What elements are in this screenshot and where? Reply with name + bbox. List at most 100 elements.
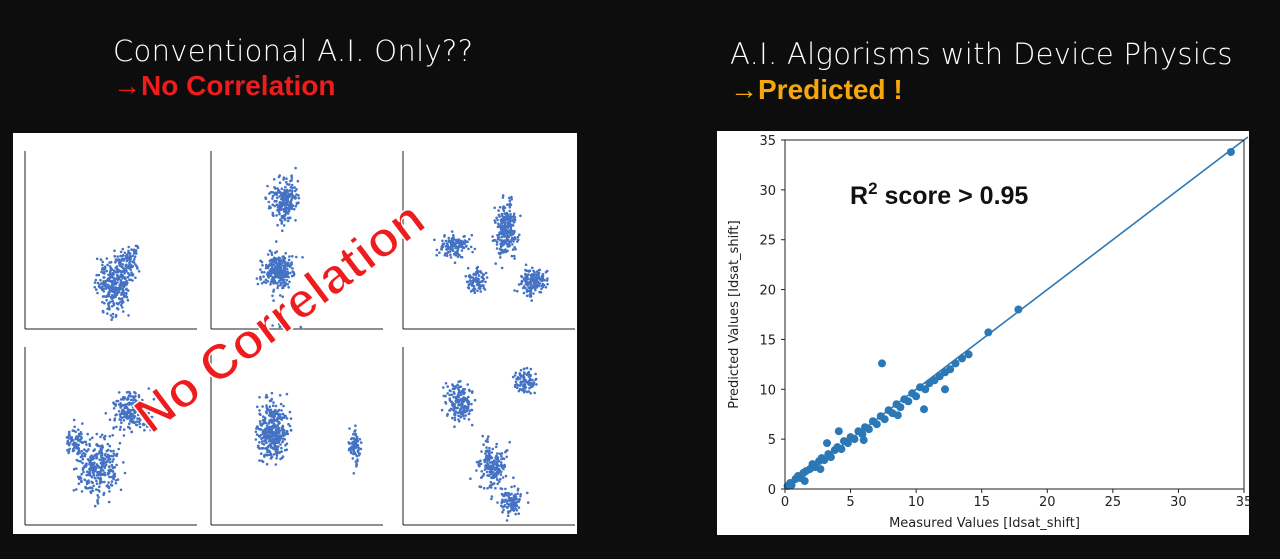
data-point bbox=[127, 314, 130, 317]
data-point bbox=[112, 407, 116, 410]
data-point bbox=[460, 255, 464, 259]
data-point bbox=[102, 491, 106, 495]
data-point bbox=[352, 432, 355, 436]
data-point bbox=[476, 289, 479, 293]
data-point bbox=[118, 428, 122, 431]
data-point bbox=[354, 432, 358, 436]
data-point bbox=[270, 261, 274, 265]
data-point bbox=[91, 471, 95, 474]
data-point bbox=[132, 401, 135, 405]
data-point bbox=[109, 271, 112, 275]
data-point bbox=[468, 282, 472, 286]
data-point bbox=[515, 503, 518, 507]
data-point bbox=[111, 434, 114, 437]
data-point bbox=[283, 284, 287, 287]
data-point bbox=[96, 464, 99, 467]
data-point bbox=[278, 268, 282, 271]
data-point bbox=[125, 259, 129, 263]
data-point bbox=[72, 418, 76, 422]
data-point bbox=[120, 265, 124, 269]
data-point bbox=[493, 206, 497, 210]
data-point bbox=[510, 506, 513, 509]
data-point bbox=[262, 280, 266, 284]
data-point bbox=[112, 288, 116, 292]
data-point bbox=[273, 279, 277, 283]
data-point bbox=[487, 451, 491, 454]
data-point bbox=[103, 302, 106, 305]
data-point bbox=[481, 434, 485, 438]
data-point bbox=[359, 441, 363, 444]
data-point bbox=[108, 435, 112, 438]
data-point bbox=[112, 458, 115, 461]
data-point bbox=[482, 486, 486, 490]
data-point bbox=[459, 385, 463, 389]
data-point bbox=[508, 205, 512, 209]
data-point bbox=[280, 193, 283, 197]
data-point bbox=[121, 287, 124, 291]
data-point bbox=[127, 390, 131, 394]
data-point bbox=[271, 404, 275, 408]
data-point bbox=[464, 274, 468, 278]
data-point bbox=[921, 385, 930, 394]
data-point bbox=[128, 252, 132, 255]
data-point bbox=[500, 501, 504, 505]
data-point bbox=[127, 245, 130, 249]
data-point bbox=[288, 201, 292, 204]
data-point bbox=[266, 275, 270, 278]
data-point bbox=[524, 380, 527, 383]
data-point bbox=[99, 471, 102, 475]
data-point bbox=[99, 278, 102, 282]
data-point bbox=[115, 425, 118, 429]
data-point bbox=[502, 508, 505, 512]
data-point bbox=[122, 310, 125, 313]
data-point bbox=[447, 236, 451, 240]
data-point bbox=[281, 431, 285, 435]
data-point bbox=[475, 276, 478, 279]
data-point bbox=[301, 256, 304, 259]
data-point bbox=[106, 263, 109, 267]
data-point bbox=[133, 411, 136, 415]
data-point bbox=[288, 189, 292, 192]
data-point bbox=[126, 402, 130, 406]
data-point bbox=[135, 405, 139, 408]
data-point bbox=[286, 207, 289, 210]
data-point bbox=[274, 463, 278, 466]
data-point bbox=[114, 479, 118, 482]
data-point bbox=[351, 442, 355, 446]
data-point bbox=[508, 199, 512, 202]
data-point bbox=[282, 284, 285, 287]
data-point bbox=[278, 212, 281, 216]
data-point bbox=[108, 457, 112, 461]
data-point bbox=[499, 477, 502, 481]
right-heading: A.I. Algorisms with Device Physics bbox=[730, 37, 1233, 71]
data-point bbox=[489, 456, 493, 460]
data-point bbox=[126, 425, 130, 429]
data-point bbox=[119, 303, 123, 307]
data-point bbox=[505, 235, 509, 238]
data-point bbox=[273, 204, 277, 208]
data-point bbox=[497, 209, 500, 212]
data-point bbox=[282, 198, 286, 202]
data-point bbox=[493, 474, 496, 478]
data-point bbox=[506, 231, 510, 235]
data-point bbox=[93, 281, 97, 284]
data-point bbox=[532, 292, 535, 295]
data-point bbox=[95, 273, 98, 277]
data-point bbox=[285, 267, 289, 271]
data-point bbox=[125, 279, 128, 283]
data-point bbox=[498, 480, 501, 484]
data-point bbox=[260, 440, 264, 443]
data-point bbox=[354, 438, 358, 442]
data-point bbox=[80, 449, 83, 453]
data-point bbox=[513, 218, 517, 222]
data-point bbox=[280, 409, 283, 412]
data-point bbox=[515, 500, 519, 504]
data-point bbox=[285, 190, 289, 193]
data-point bbox=[98, 482, 102, 485]
data-point bbox=[265, 404, 268, 407]
data-point bbox=[454, 406, 457, 410]
data-point bbox=[504, 491, 507, 495]
data-point bbox=[269, 280, 273, 284]
data-point bbox=[495, 461, 499, 465]
data-point bbox=[278, 201, 282, 204]
